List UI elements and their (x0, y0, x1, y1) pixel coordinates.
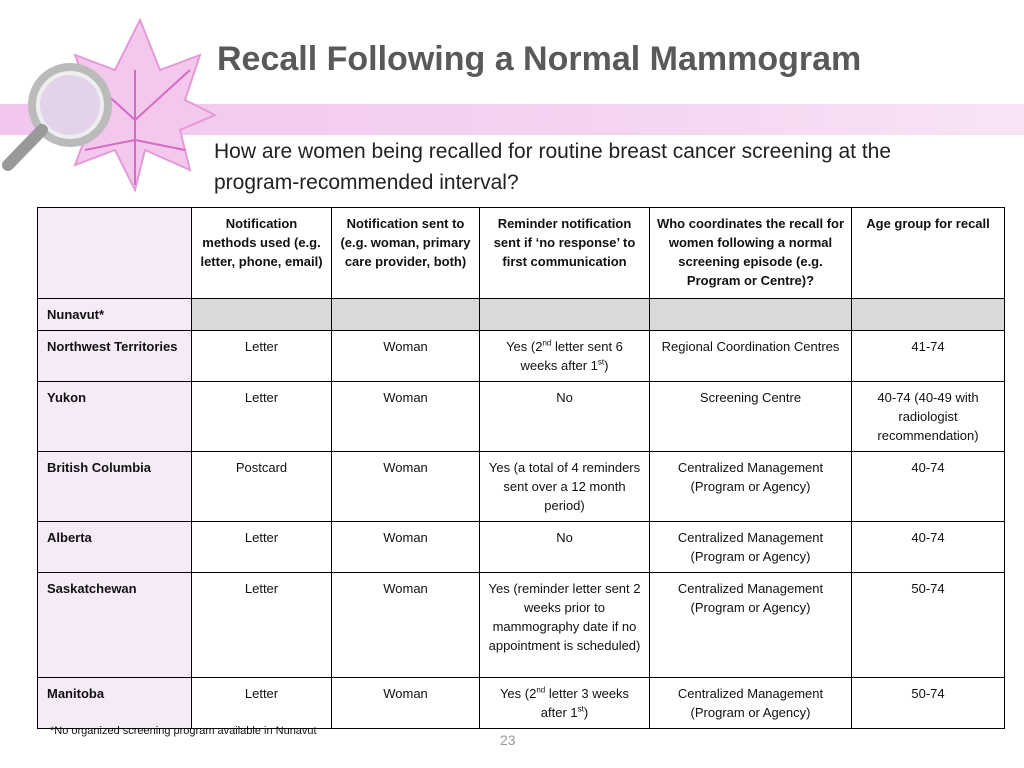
text: letter sent 6 weeks after 1 (520, 339, 623, 373)
cell: Woman (331, 572, 480, 678)
cell: Yes (a total of 4 reminders sent over a … (479, 451, 650, 522)
table-row: Nunavut* (37, 298, 1005, 331)
cell: Yes (2nd letter sent 6 weeks after 1st) (479, 330, 650, 382)
column-header: Age group for recall (851, 207, 1005, 299)
table-row: Manitoba Letter Woman Yes (2nd letter 3 wee… (37, 677, 1005, 729)
cell: 40-74 (851, 521, 1005, 573)
cell: Yes (2nd letter 3 weeks after 1st) (479, 677, 650, 729)
subtitle: How are women being recalled for routine… (214, 140, 892, 194)
empty-cell (649, 298, 852, 331)
cell: 40-74 (40-49 with radiologist recommenda… (851, 381, 1005, 452)
cell: Centralized Management (Program or Agenc… (649, 521, 852, 573)
header-corner (37, 207, 192, 299)
text: Yes (2 (506, 339, 543, 354)
row-name: Northwest Territories (37, 330, 192, 382)
row-name: Nunavut* (37, 298, 192, 331)
row-name: Manitoba (37, 677, 192, 729)
cell: Regional Coordination Centres (649, 330, 852, 382)
cell: Postcard (191, 451, 332, 522)
slide-title: Recall Following a Normal Mammogram (217, 40, 862, 78)
column-header: Who coordinates the recall for women fol… (649, 207, 852, 299)
recall-table: Notification methods used (e.g. letter, … (37, 207, 1005, 729)
empty-cell (331, 298, 480, 331)
cell: Letter (191, 330, 332, 382)
superscript: nd (542, 338, 552, 348)
column-header: Notification methods used (e.g. letter, … (191, 207, 332, 299)
superscript: st (577, 704, 584, 714)
cell: Letter (191, 381, 332, 452)
footnote: *No organized screening program availabl… (50, 725, 317, 737)
page-number: 23 (500, 732, 516, 748)
superscript: nd (536, 685, 546, 695)
table-row: Alberta Letter Woman No Centralized Manageme… (37, 521, 1005, 573)
row-name: Alberta (37, 521, 192, 573)
superscript: st (597, 357, 605, 367)
cell: Woman (331, 451, 480, 522)
text: ) (604, 358, 609, 373)
column-header: Notification sent to (e.g. woman, primar… (331, 207, 480, 299)
cell: Screening Centre (649, 381, 852, 452)
cell: Letter (191, 677, 332, 729)
empty-cell (851, 298, 1005, 331)
header-row: Notification methods used (e.g. letter, … (37, 207, 1005, 299)
row-name: British Columbia (37, 451, 192, 522)
cell: 41-74 (851, 330, 1005, 382)
cell: Woman (331, 381, 480, 452)
cell: 50-74 (851, 677, 1005, 729)
text: Yes (2 (499, 686, 537, 701)
cell: Letter (191, 572, 332, 678)
row-name: Saskatchewan (37, 572, 192, 678)
row-name: Yukon (37, 381, 192, 452)
text: ) (583, 705, 589, 720)
table-row: Northwest Territories Letter Woman Yes (2nd… (37, 330, 1005, 382)
cell: Centralized Management (Program or Agenc… (649, 677, 852, 729)
cell: No (479, 521, 650, 573)
cell: Centralized Management (Program or Agenc… (649, 451, 852, 522)
text: letter 3 weeks after 1 (540, 686, 630, 720)
cell: No (479, 381, 650, 452)
table-row: Saskatchewan Letter Woman Yes (reminder let… (37, 572, 1005, 678)
empty-cell (479, 298, 650, 331)
cell: Centralized Management (Program or Agenc… (649, 572, 852, 678)
empty-cell (191, 298, 332, 331)
cell: Letter (191, 521, 332, 573)
cell: Woman (331, 677, 480, 729)
cell: 40-74 (851, 451, 1005, 522)
cell: Woman (331, 330, 480, 382)
cell: Yes (reminder letter sent 2 weeks prior … (479, 572, 650, 678)
table-row: Yukon Letter Woman No Screening Centre 40-74 … (37, 381, 1005, 452)
cell: Woman (331, 521, 480, 573)
table-row: British Columbia Postcard Woman Yes (a tota… (37, 451, 1005, 522)
cell: 50-74 (851, 572, 1005, 678)
logo-graphic (2, 17, 218, 193)
column-header: Reminder notification sent if ‘no respon… (479, 207, 650, 299)
